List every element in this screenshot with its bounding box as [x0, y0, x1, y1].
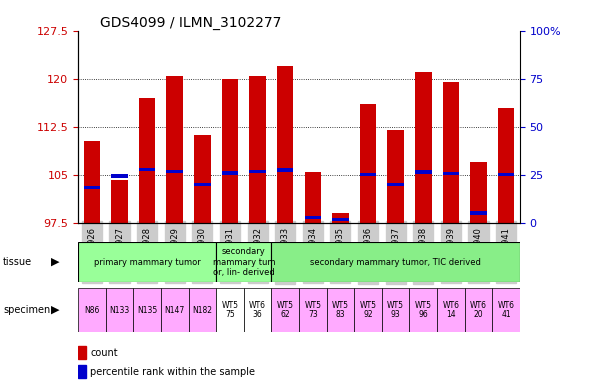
Text: WT6
41: WT6 41	[498, 301, 514, 319]
Bar	[415, 170, 432, 174]
Bar	[442, 82, 459, 223]
Bar	[382, 288, 409, 332]
Bar	[277, 66, 293, 223]
Bar	[326, 288, 354, 332]
Bar	[498, 173, 514, 177]
Bar	[161, 288, 189, 332]
Bar	[354, 288, 382, 332]
Text: ▶: ▶	[51, 305, 59, 315]
Bar	[465, 288, 492, 332]
Bar	[166, 76, 183, 223]
Text: WT5
93: WT5 93	[387, 301, 404, 319]
Bar	[299, 288, 326, 332]
Text: percentile rank within the sample: percentile rank within the sample	[91, 367, 255, 377]
Bar	[111, 174, 128, 178]
Text: primary mammary tumor: primary mammary tumor	[94, 258, 201, 266]
Text: ▶: ▶	[51, 257, 59, 267]
Bar	[189, 288, 216, 332]
Bar	[277, 169, 293, 172]
Text: N147: N147	[165, 306, 185, 314]
Bar	[111, 180, 128, 223]
Bar	[272, 242, 520, 282]
Bar	[272, 288, 299, 332]
Text: WT5
73: WT5 73	[304, 301, 322, 319]
Text: specimen: specimen	[3, 305, 50, 315]
Bar	[492, 288, 520, 332]
Bar	[305, 216, 321, 219]
Bar	[332, 218, 349, 221]
Bar	[498, 108, 514, 223]
Bar	[78, 346, 86, 359]
Text: WT5
83: WT5 83	[332, 301, 349, 319]
Text: secondary
mammary tum
or, lin- derived: secondary mammary tum or, lin- derived	[213, 247, 275, 277]
Bar	[332, 213, 349, 223]
Bar	[244, 288, 272, 332]
Bar	[305, 172, 321, 223]
Bar	[360, 173, 376, 177]
Bar	[415, 72, 432, 223]
Bar	[78, 242, 216, 282]
Text: N135: N135	[137, 306, 157, 314]
Text: WT5
96: WT5 96	[415, 301, 432, 319]
Bar	[106, 288, 133, 332]
Bar	[139, 98, 156, 223]
Text: N182: N182	[192, 306, 212, 314]
Bar	[249, 76, 266, 223]
Text: WT6
36: WT6 36	[249, 301, 266, 319]
Text: tissue: tissue	[3, 257, 32, 267]
Text: count: count	[91, 348, 118, 358]
Bar	[216, 242, 272, 282]
Text: N86: N86	[84, 306, 100, 314]
Bar	[222, 79, 238, 223]
Text: WT6
20: WT6 20	[470, 301, 487, 319]
Text: WT6
14: WT6 14	[442, 301, 459, 319]
Bar	[84, 141, 100, 223]
Bar	[442, 172, 459, 175]
Text: WT5
62: WT5 62	[276, 301, 294, 319]
Text: GDS4099 / ILMN_3102277: GDS4099 / ILMN_3102277	[100, 16, 282, 30]
Bar	[249, 170, 266, 173]
Text: WT5
75: WT5 75	[222, 301, 239, 319]
Bar	[194, 182, 211, 186]
Bar	[222, 171, 238, 175]
Text: WT5
92: WT5 92	[359, 301, 376, 319]
Bar	[360, 104, 376, 223]
Bar	[139, 168, 156, 171]
Bar	[133, 288, 161, 332]
Bar	[387, 130, 404, 223]
Bar	[78, 288, 106, 332]
Text: N133: N133	[109, 306, 130, 314]
Bar	[437, 288, 465, 332]
Bar	[216, 288, 244, 332]
Bar	[78, 365, 86, 378]
Bar	[470, 162, 487, 223]
Bar	[409, 288, 437, 332]
Bar	[387, 182, 404, 186]
Bar	[194, 135, 211, 223]
Bar	[84, 186, 100, 189]
Bar	[470, 211, 487, 215]
Bar	[166, 170, 183, 173]
Text: secondary mammary tumor, TIC derived: secondary mammary tumor, TIC derived	[310, 258, 481, 266]
